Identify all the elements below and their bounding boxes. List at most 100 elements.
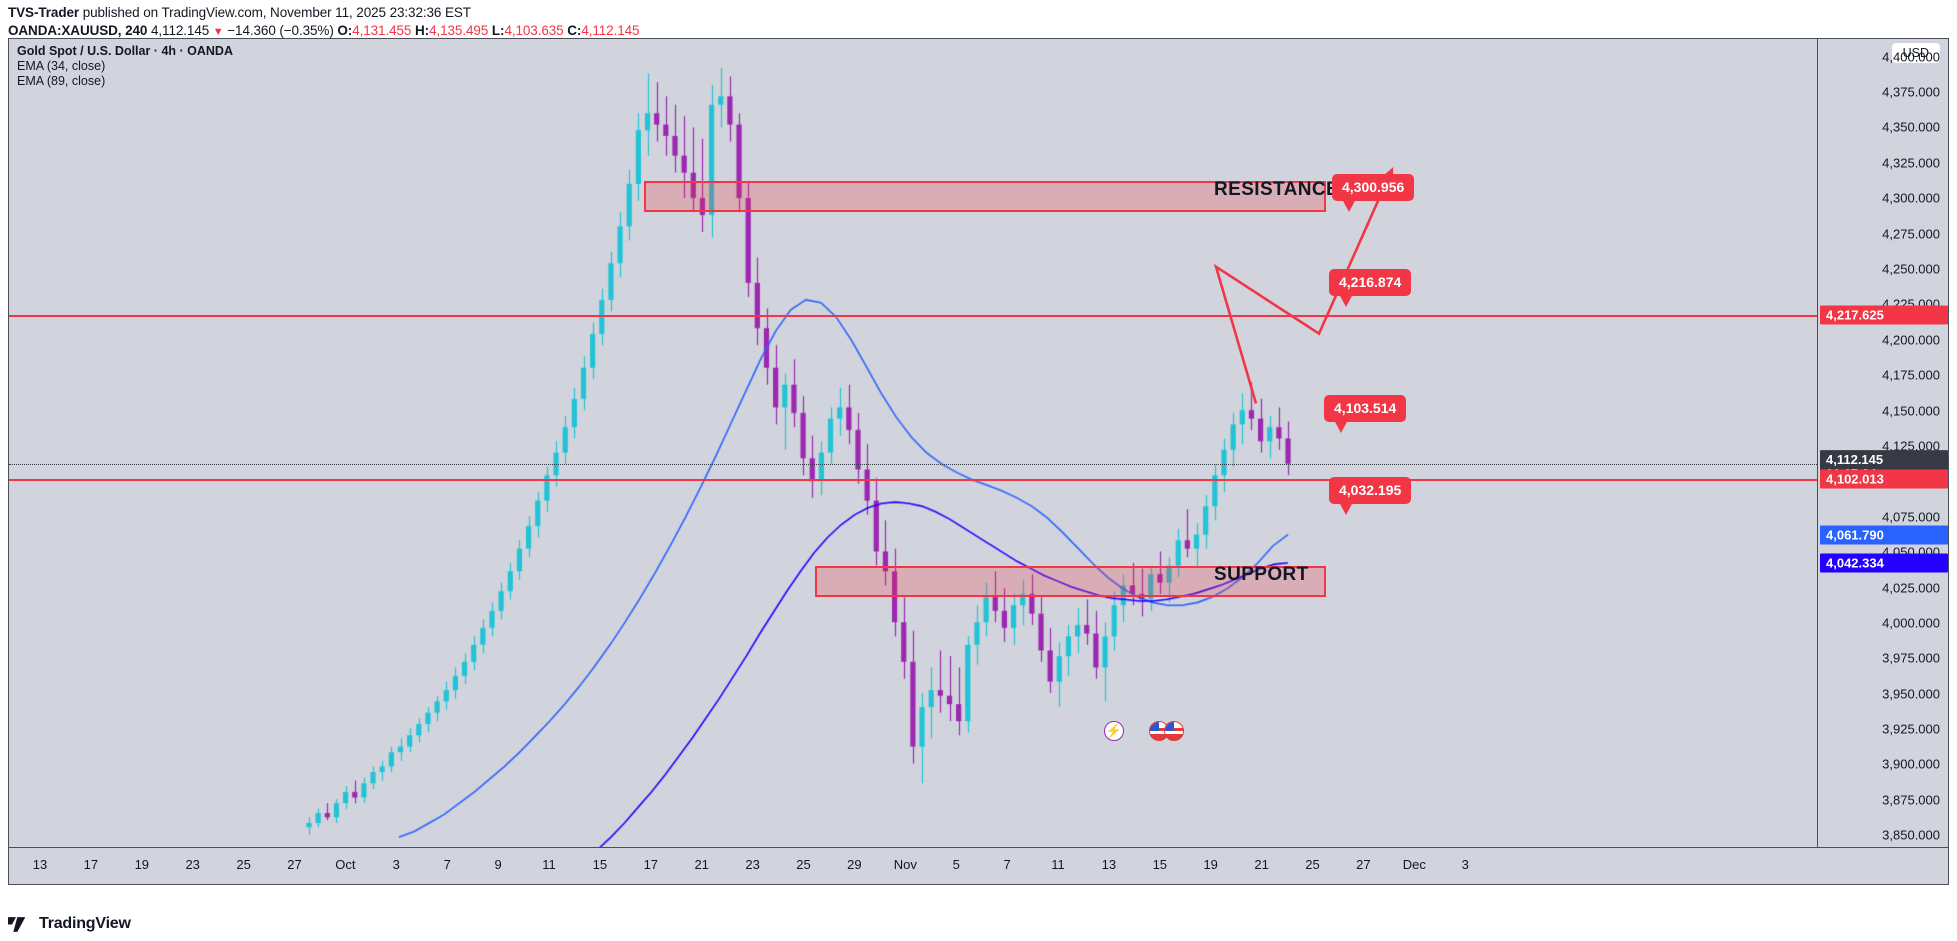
candlestick-series — [9, 39, 1817, 847]
price-tick: 3,975.000 — [1882, 650, 1940, 666]
time-axis[interactable]: 13 17 19 23 25 27 Oct 3 7 9 11 15 17 21 23 25 29 Nov 5 7 11 1… — [9, 847, 1948, 884]
quote-line: OANDA:XAUUSD, 240 4,112.145 ▼ −14.360 (−… — [8, 21, 1957, 40]
time-tick: 15 — [592, 857, 608, 872]
price-tick: 4,150.000 — [1882, 403, 1940, 419]
last-price: 4,112.145 — [150, 23, 210, 38]
time-tick: 23 — [745, 857, 760, 872]
time-tick: 29 — [847, 857, 862, 872]
price-tick: 3,950.000 — [1882, 686, 1940, 702]
callout-tail — [1339, 502, 1353, 515]
time-tick: 11 — [1051, 857, 1065, 872]
price-tick: 4,400.000 — [1882, 49, 1940, 65]
callout-support-zone[interactable]: 4,032.195 — [1329, 477, 1412, 515]
down-triangle-icon: ▼ — [212, 26, 224, 38]
price-tick: 4,075.000 — [1882, 509, 1940, 525]
time-tick: 17 — [83, 857, 99, 872]
event-icon-us-news-2[interactable] — [1164, 721, 1184, 741]
price-tick: 4,300.000 — [1882, 190, 1940, 206]
chart-container[interactable]: Gold Spot / U.S. Dollar · 4h · OANDA EMA… — [8, 38, 1949, 885]
callout-value: 4,103.514 — [1334, 400, 1397, 416]
time-tick: Dec — [1402, 857, 1426, 872]
time-tick: 21 — [1254, 857, 1269, 872]
time-tick: 21 — [694, 857, 709, 872]
time-tick: 5 — [952, 857, 960, 872]
badge-value: 4,102.013 — [1826, 471, 1884, 487]
badge-value: 4,112.145 — [1826, 452, 1884, 468]
time-tick: 13 — [1101, 857, 1117, 872]
time-tick: 25 — [236, 857, 251, 872]
currency-pill[interactable]: USD — [1891, 43, 1940, 63]
plot-area[interactable]: Gold Spot / U.S. Dollar · 4h · OANDA EMA… — [9, 39, 1817, 847]
price-tick: 4,250.000 — [1882, 261, 1940, 277]
time-tick: 23 — [185, 857, 200, 872]
price-tick: 4,025.000 — [1882, 580, 1940, 596]
price-tick: 4,275.000 — [1882, 226, 1940, 242]
price-tick: 3,925.000 — [1882, 721, 1940, 737]
resistance-line-badge[interactable]: 4,217.625 — [1820, 305, 1948, 325]
time-tick: 7 — [443, 857, 451, 872]
publish-line: TVS-Trader published on TradingView.com,… — [8, 4, 1957, 21]
time-tick: 25 — [1305, 857, 1320, 872]
author-name: TVS-Trader — [8, 5, 80, 20]
high-key: H: — [415, 23, 430, 38]
callout-current-level[interactable]: 4,103.514 — [1324, 395, 1407, 433]
high-value: 4,135.495 — [429, 23, 489, 38]
price-tick: 4,375.000 — [1882, 84, 1940, 100]
support-zone-label: SUPPORT — [1214, 564, 1309, 586]
badge-value: 4,061.790 — [1826, 527, 1884, 543]
tradingview-footer: TradingView — [8, 915, 131, 933]
callout-value: 4,300.956 — [1342, 179, 1405, 195]
price-tick: 3,875.000 — [1882, 792, 1940, 808]
time-tick: 19 — [1203, 857, 1218, 872]
time-tick: 9 — [494, 857, 502, 872]
price-tick: 3,850.000 — [1882, 827, 1940, 843]
callout-tail — [1342, 199, 1356, 212]
price-tick: 3,900.000 — [1882, 756, 1940, 772]
time-tick: 13 — [32, 857, 48, 872]
low-key: L: — [491, 23, 505, 38]
time-tick: Nov — [893, 857, 917, 872]
close-key: C: — [567, 23, 582, 38]
time-tick: 17 — [643, 857, 659, 872]
support-line-badge[interactable]: 4,102.013 — [1820, 469, 1948, 489]
price-tick: 4,200.000 — [1882, 332, 1940, 348]
ema89-badge[interactable]: 4,042.334 — [1820, 553, 1948, 573]
time-tick: Oct — [335, 857, 356, 872]
callout-tail — [1339, 294, 1353, 307]
time-tick: 3 — [1461, 857, 1469, 872]
time-tick: 27 — [287, 857, 302, 872]
publish-info: published on TradingView.com, November 1… — [82, 5, 471, 20]
ema34-badge[interactable]: 4,061.790 — [1820, 525, 1948, 545]
resistance-zone-label: RESISTANCE — [1214, 179, 1340, 201]
price-tick: 4,325.000 — [1882, 155, 1940, 171]
resistance-price-line[interactable] — [9, 314, 1817, 317]
callout-mid-level[interactable]: 4,216.874 — [1329, 269, 1412, 307]
low-value: 4,103.635 — [504, 23, 564, 38]
tradingview-brand: TradingView — [39, 915, 131, 932]
callout-resistance-zone[interactable]: 4,300.956 — [1332, 174, 1415, 212]
callout-tail — [1334, 420, 1348, 433]
price-tick: 4,175.000 — [1882, 367, 1940, 383]
callout-value: 4,032.195 — [1339, 482, 1402, 498]
support-price-line[interactable] — [9, 478, 1817, 481]
price-tick: 4,350.000 — [1882, 119, 1940, 135]
time-tick: 15 — [1152, 857, 1168, 872]
price-tick: 4,000.000 — [1882, 615, 1940, 631]
open-value: 4,131.455 — [352, 23, 412, 38]
time-tick: 25 — [796, 857, 811, 872]
time-tick: 11 — [542, 857, 556, 872]
price-tick: 4,125.000 — [1882, 438, 1940, 454]
tradingview-logo-icon — [8, 916, 26, 932]
close-value: 4,112.145 — [581, 23, 640, 38]
badge-value: 4,217.625 — [1826, 307, 1884, 323]
chart-header: TVS-Trader published on TradingView.com,… — [0, 0, 1957, 38]
callout-value: 4,216.874 — [1339, 274, 1402, 290]
open-key: O: — [337, 23, 353, 38]
symbol-label[interactable]: OANDA:XAUUSD, 240 — [8, 23, 148, 38]
time-tick: 7 — [1003, 857, 1011, 872]
badge-value: 4,042.334 — [1826, 555, 1884, 571]
time-tick: 3 — [392, 857, 400, 872]
price-axis[interactable]: USD 4,400.000 4,375.000 4,350.000 4,325.000… — [1817, 39, 1948, 847]
price-change: −14.360 (−0.35%) — [227, 23, 334, 38]
event-icon-volatility[interactable]: ⚡ — [1104, 721, 1124, 741]
